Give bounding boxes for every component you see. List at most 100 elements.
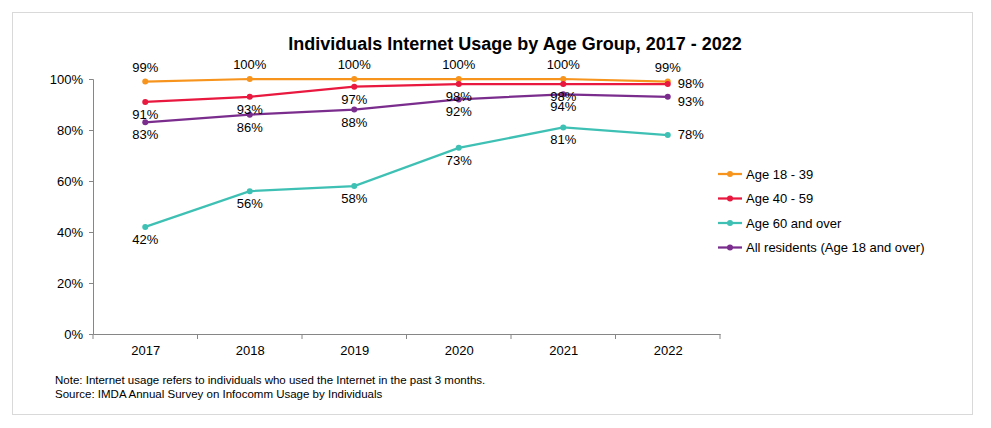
x-tick-label: 2018 [236, 343, 265, 358]
legend-marker [727, 196, 733, 202]
legend-marker [727, 171, 733, 177]
y-tick: 20% [57, 276, 93, 291]
series-marker [665, 132, 671, 138]
series-marker [247, 76, 253, 82]
data-label: 97% [341, 92, 367, 107]
legend-marker [727, 220, 733, 226]
series-marker [142, 99, 148, 105]
y-tick: 0% [64, 327, 93, 342]
x-divider [406, 334, 407, 339]
x-tick-label: 2020 [445, 343, 474, 358]
y-tick-mark [89, 79, 93, 80]
data-label: 83% [132, 127, 158, 142]
y-tick-label: 100% [50, 72, 84, 87]
y-tick-mark [89, 130, 93, 131]
data-label: 100% [338, 57, 372, 72]
x-divider [615, 334, 616, 339]
note: Source: IMDA Annual Survey on Infocomm U… [55, 388, 383, 400]
y-axis-line [89, 80, 94, 335]
legend-label: Age 40 - 59 [746, 191, 813, 206]
legend-label: All residents (Age 18 and over) [746, 240, 924, 255]
series-marker [456, 81, 462, 87]
y-tick: 80% [57, 123, 93, 138]
y-tick-mark [89, 283, 93, 284]
data-label: 99% [132, 60, 158, 75]
data-label: 100% [547, 57, 581, 72]
note: Note: Internet usage refers to individua… [55, 374, 485, 386]
title: Individuals Internet Usage by Age Group,… [288, 34, 741, 54]
legend-label: Age 60 and over [746, 216, 842, 231]
chart-frame [13, 13, 973, 415]
y-tick-label: 20% [57, 276, 83, 291]
legend-marker [727, 245, 733, 251]
y-tick: 40% [57, 225, 93, 240]
legend-item: Age 40 - 59 [718, 191, 813, 206]
data-label: 94% [550, 99, 576, 114]
legend-item: Age 18 - 39 [718, 167, 813, 182]
y-tick-label: 0% [64, 327, 83, 342]
series-marker [351, 76, 357, 82]
series-line [145, 94, 668, 122]
data-label: 78% [678, 127, 704, 142]
data-label: 100% [442, 57, 476, 72]
data-label: 93% [237, 102, 263, 117]
legend-item: All residents (Age 18 and over) [718, 240, 924, 255]
data-label: 98% [446, 89, 472, 104]
series-line [145, 127, 668, 226]
legend-item: Age 60 and over [718, 216, 842, 231]
y-tick-label: 60% [57, 174, 83, 189]
series-marker [560, 81, 566, 87]
x-tick-label: 2017 [131, 343, 160, 358]
x-tick: 2020 [445, 334, 474, 358]
series-marker [247, 188, 253, 194]
series-marker [351, 107, 357, 113]
y-tick-mark [89, 232, 93, 233]
series-marker [560, 124, 566, 130]
y-axis: 0% 20% 40% 60% 80% 100% [50, 72, 94, 342]
data-labels: 99%100%100%100%100%99%91%93%97%98%98%98%… [132, 57, 704, 247]
x-tick-label: 2021 [549, 343, 578, 358]
data-label: 98% [678, 76, 704, 91]
x-tick: 2022 [654, 334, 683, 358]
x-axis: 2017 2018 2019 2020 2021 2022 [94, 334, 721, 358]
series-marker [247, 94, 253, 100]
data-label: 81% [550, 132, 576, 147]
data-label: 58% [341, 191, 367, 206]
y-tick-label: 80% [57, 123, 83, 138]
data-label: 73% [446, 153, 472, 168]
data-label: 56% [237, 196, 263, 211]
legend: Age 18 - 39 Age 40 - 59 Age 60 and over All… [718, 167, 924, 256]
x-tick-label: 2022 [654, 343, 683, 358]
series-marker [142, 79, 148, 85]
data-label: 100% [233, 57, 267, 72]
series-marker [456, 145, 462, 151]
x-dividers [93, 334, 720, 339]
data-label: 99% [655, 60, 681, 75]
y-tick: 60% [57, 174, 93, 189]
x-tick: 2019 [340, 334, 369, 358]
x-tick: 2018 [236, 334, 265, 358]
y-tick-mark [89, 181, 93, 182]
series-marker [351, 84, 357, 90]
y-tick-label: 40% [57, 225, 83, 240]
series-marker [351, 183, 357, 189]
data-label: 92% [446, 104, 472, 119]
x-divider [197, 334, 198, 339]
x-divider [720, 334, 721, 339]
legend-label: Age 18 - 39 [746, 167, 813, 182]
chart: Individuals Internet Usage by Age Group,… [0, 0, 991, 428]
x-divider [511, 334, 512, 339]
x-divider [93, 334, 94, 339]
data-label: 91% [132, 107, 158, 122]
x-tick-label: 2019 [340, 343, 369, 358]
y-tick-mark [89, 334, 93, 335]
data-label: 86% [237, 120, 263, 135]
series-marker [142, 224, 148, 230]
data-label: 42% [132, 232, 158, 247]
series-marker [665, 81, 671, 87]
x-tick: 2021 [549, 334, 578, 358]
y-tick: 100% [50, 72, 93, 87]
series-line [145, 84, 668, 102]
x-tick: 2017 [131, 334, 160, 358]
data-label: 88% [341, 115, 367, 130]
